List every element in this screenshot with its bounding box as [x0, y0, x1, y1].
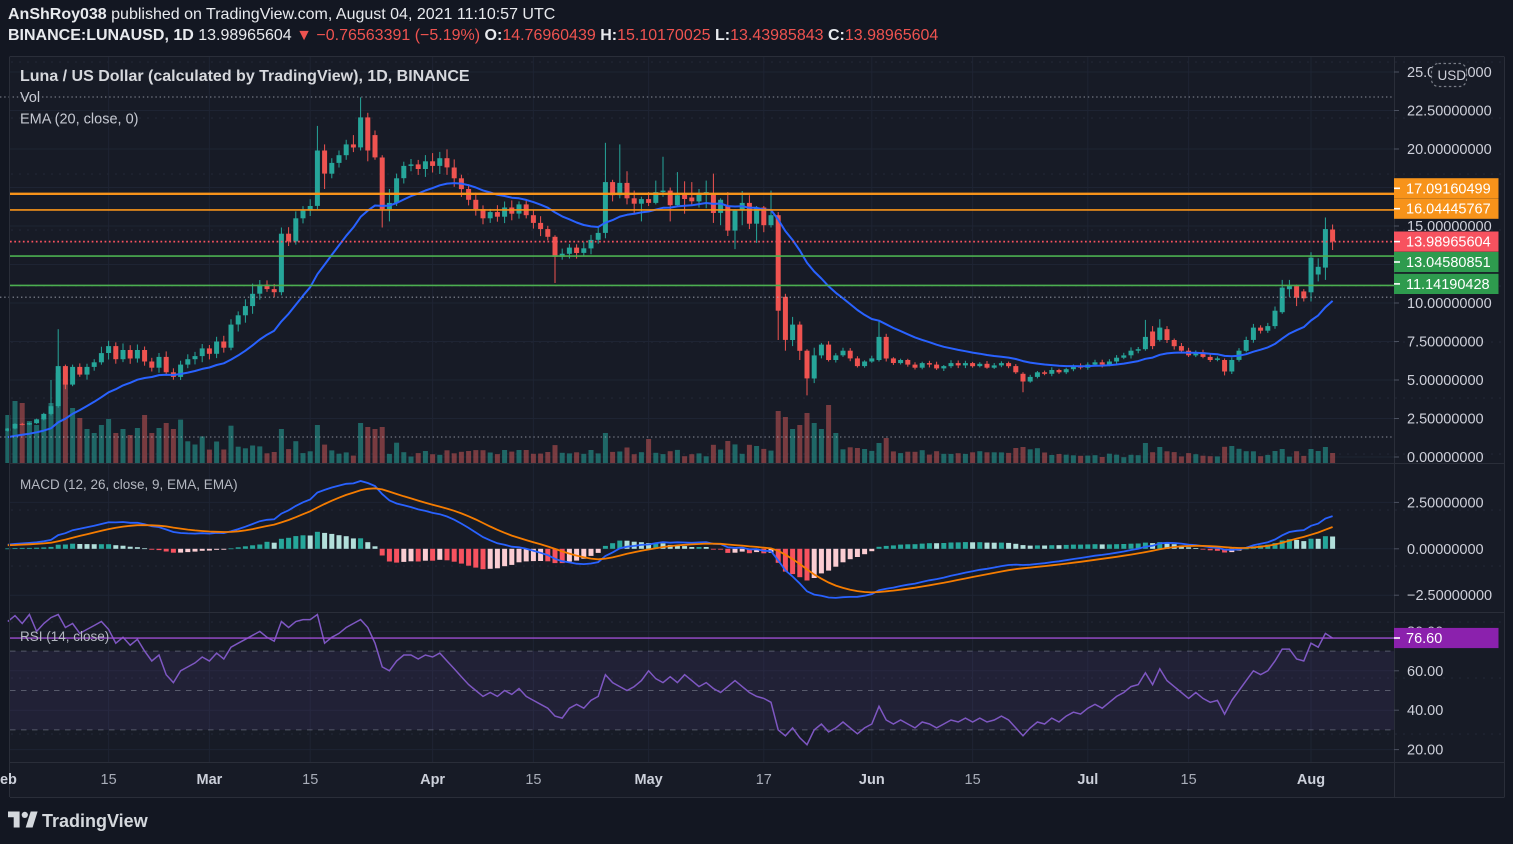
- svg-text:USD: USD: [1438, 68, 1467, 83]
- svg-text:17.09160499: 17.09160499: [1406, 181, 1491, 197]
- svg-text:0.00000000: 0.00000000: [1407, 450, 1484, 466]
- svg-text:5.00000000: 5.00000000: [1407, 373, 1484, 389]
- svg-text:10.00000000: 10.00000000: [1407, 296, 1492, 312]
- svg-text:16.04445767: 16.04445767: [1406, 202, 1491, 218]
- svg-text:13.04580851: 13.04580851: [1406, 255, 1491, 271]
- svg-text:15: 15: [1181, 772, 1197, 788]
- svg-text:TradingView: TradingView: [42, 811, 149, 831]
- svg-text:Vol: Vol: [20, 90, 40, 106]
- svg-text:May: May: [634, 772, 662, 788]
- svg-text:15.00000000: 15.00000000: [1407, 219, 1492, 235]
- svg-text:Jul: Jul: [1077, 772, 1098, 788]
- svg-text:76.60: 76.60: [1406, 631, 1442, 647]
- svg-text:7.50000000: 7.50000000: [1407, 335, 1484, 351]
- svg-text:15: 15: [302, 772, 318, 788]
- svg-text:15: 15: [101, 772, 117, 788]
- svg-text:−2.50000000: −2.50000000: [1407, 588, 1492, 604]
- svg-text:20.00: 20.00: [1407, 743, 1443, 759]
- svg-text:60.00: 60.00: [1407, 664, 1443, 680]
- svg-text:Jun: Jun: [859, 772, 885, 788]
- svg-text:22.50000000: 22.50000000: [1407, 104, 1492, 120]
- svg-text:Mar: Mar: [197, 772, 223, 788]
- svg-text:2.50000000: 2.50000000: [1407, 412, 1484, 428]
- svg-text:Feb: Feb: [0, 772, 17, 788]
- svg-text:2.50000000: 2.50000000: [1407, 495, 1484, 511]
- svg-text:40.00: 40.00: [1407, 703, 1443, 719]
- svg-text:Aug: Aug: [1297, 772, 1325, 788]
- svg-text:MACD (12, 26, close, 9, EMA, E: MACD (12, 26, close, 9, EMA, EMA): [20, 477, 238, 492]
- svg-text:20.00000000: 20.00000000: [1407, 142, 1492, 158]
- svg-text:15: 15: [965, 772, 981, 788]
- svg-text:15: 15: [525, 772, 541, 788]
- svg-text:17: 17: [756, 772, 772, 788]
- svg-text:0.00000000: 0.00000000: [1407, 542, 1484, 558]
- svg-text:13.98965604: 13.98965604: [1406, 235, 1491, 251]
- svg-text:11.14190428: 11.14190428: [1406, 277, 1490, 293]
- svg-text:Luna / US Dollar (calculated b: Luna / US Dollar (calculated by TradingV…: [20, 68, 470, 85]
- svg-text:Apr: Apr: [420, 772, 445, 788]
- svg-text:RSI (14, close): RSI (14, close): [20, 629, 109, 644]
- svg-text:EMA (20, close, 0): EMA (20, close, 0): [20, 112, 138, 128]
